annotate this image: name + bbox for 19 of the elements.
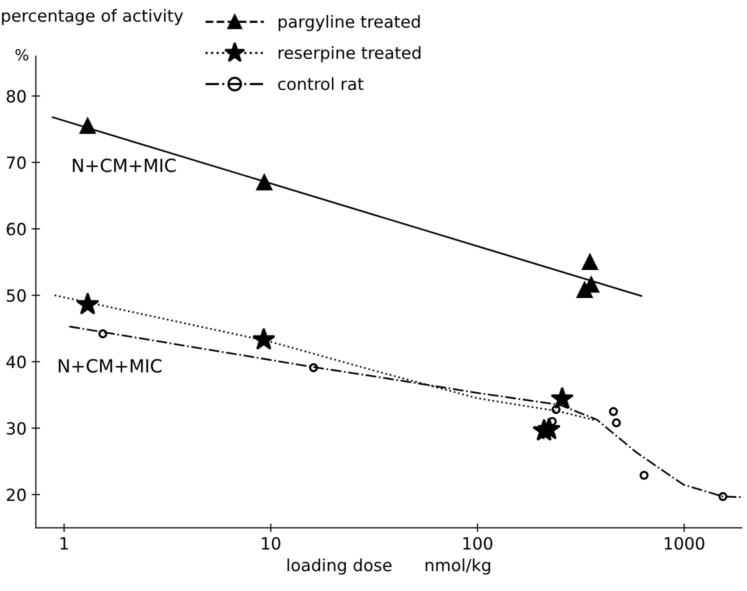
annotation: N+CM+MIC — [58, 358, 162, 373]
x-tick-label: 10 — [262, 537, 280, 550]
annotation: N+CM+MIC — [72, 158, 176, 172]
y-tick-label: 80 — [6, 90, 26, 103]
x-axis-title: loading dose nmol/kg — [288, 558, 490, 575]
text: % — [16, 49, 28, 61]
legend-label: reserpine treated — [278, 46, 420, 62]
x-tick-label: 1 — [60, 537, 68, 550]
y-tick-label: 20 — [6, 488, 26, 502]
y-tick-label: 40 — [6, 356, 26, 368]
y-tick-label: 70 — [6, 156, 26, 169]
y-tick-label: 30 — [6, 422, 26, 435]
legend-label: pargyline treated — [278, 15, 420, 32]
x-tick-label: 100 — [463, 537, 492, 550]
y-tick-label: 60 — [6, 222, 26, 236]
x-tick-label: 1000 — [664, 537, 704, 550]
y-tick-label: 50 — [6, 289, 26, 302]
y-axis-title: percentage of activity — [2, 8, 184, 26]
legend-label: control rat — [278, 77, 364, 90]
